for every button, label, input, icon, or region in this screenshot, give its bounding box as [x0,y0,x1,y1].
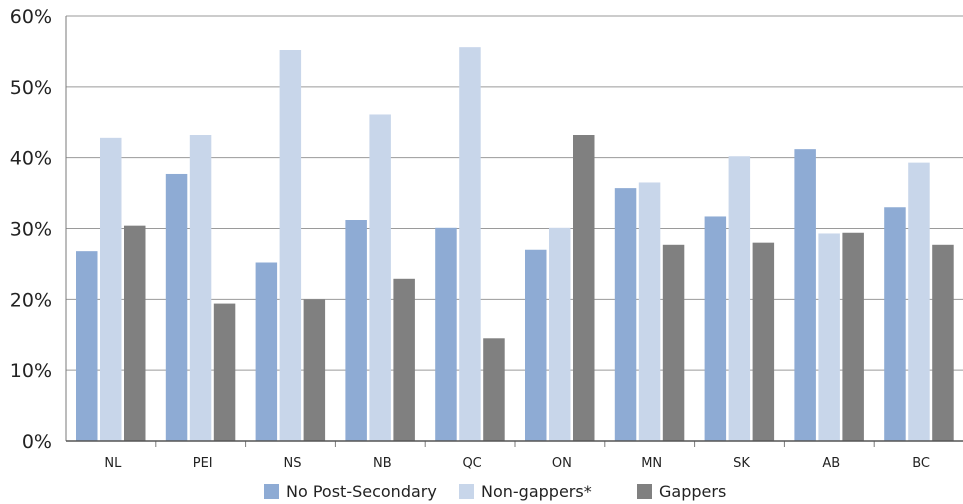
y-tick-label: 60% [10,6,52,28]
bar-nl-series-0 [76,251,98,441]
legend: No Post-Secondary Non-gappers* Gappers [264,482,726,501]
bar-ns-series-0 [255,262,278,441]
x-tick-label: QC [462,456,481,471]
bar-ns-series-2 [303,299,326,441]
legend-swatch [264,484,279,499]
bar-nl-series-2 [124,225,146,441]
bar-ab-series-2 [842,232,864,441]
bar-sk-series-0 [704,216,727,441]
bar-ns-series-1 [279,50,302,441]
y-tick-label: 20% [10,289,52,311]
legend-label: No Post-Secondary [286,482,437,501]
legend-swatch [459,484,474,499]
y-tick-label: 0% [22,431,52,453]
bar-bc-series-1 [908,162,930,441]
bar-mn-series-1 [638,182,661,442]
bar-qc-series-2 [483,338,505,441]
bar-sk-series-1 [728,156,751,441]
bar-on-series-1 [549,227,571,441]
y-tick-label: 30% [10,219,52,241]
y-tick-label: 50% [10,77,52,99]
y-axis-tick-labels: 0% 10% 20% 30% 40% 50% 60% [10,6,52,453]
x-tick-label: ON [552,456,572,471]
bar-qc-series-0 [435,227,457,441]
x-tick-label: PEI [193,456,213,471]
x-tick-label: SK [733,456,750,471]
bar-on-series-0 [525,249,547,441]
y-tick-label: 40% [10,148,52,170]
legend-label: Gappers [659,482,726,501]
x-axis [65,16,963,447]
bar-nb-series-2 [393,278,415,441]
x-tick-label: BC [912,456,930,471]
bar-pei-series-2 [213,303,236,441]
bar-nl-series-1 [100,137,122,442]
bar-mn-series-0 [614,188,637,441]
x-tick-label: NB [373,456,392,471]
bar-ab-series-0 [794,149,816,441]
y-tick-label: 10% [10,360,52,382]
bar-nb-series-0 [345,220,367,441]
bar-on-series-2 [573,135,595,441]
bar-mn-series-2 [662,244,685,441]
x-tick-label: AB [822,456,840,471]
bar-qc-series-1 [459,47,481,442]
bar-pei-series-0 [165,173,188,442]
bar-nb-series-1 [369,114,391,441]
bars [76,47,954,442]
x-axis-category-labels: NL PEI NS NB QC ON MN SK AB BC [104,456,930,471]
bar-bc-series-2 [932,244,954,441]
x-tick-label: NL [104,456,122,471]
legend-swatch [637,484,652,499]
legend-label: Non-gappers* [481,482,592,501]
x-tick-label: NS [284,456,302,471]
bar-pei-series-1 [189,135,212,441]
bar-sk-series-2 [752,242,775,441]
bar-ab-series-1 [818,233,840,441]
bar-bc-series-0 [884,207,906,441]
x-tick-label: MN [641,456,662,471]
